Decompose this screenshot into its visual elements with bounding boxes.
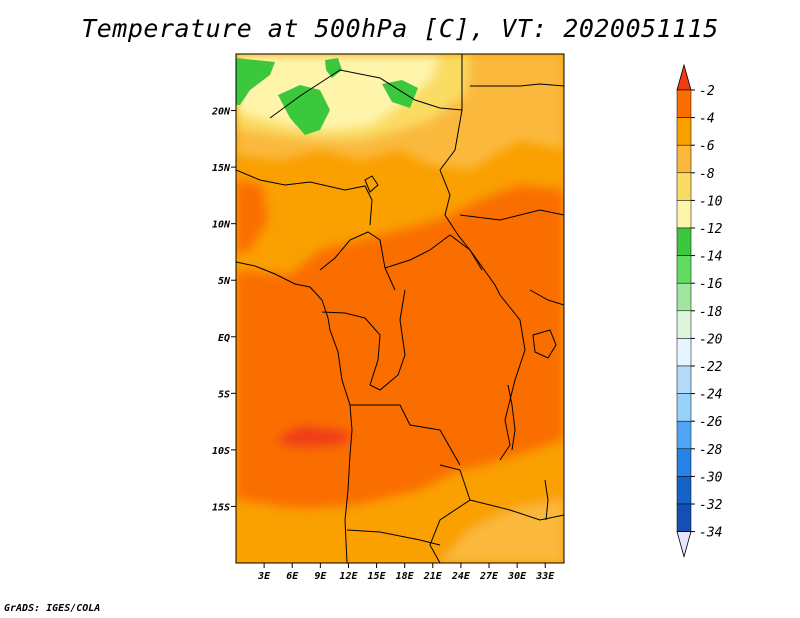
colorbar-segment	[676, 448, 692, 477]
colorbar-label: -22	[699, 360, 723, 375]
border-drc-angola	[350, 404, 461, 466]
lon-tick-label: 3E	[257, 571, 271, 582]
colorbar-segment	[676, 282, 692, 312]
colorbar-segment	[676, 365, 692, 394]
colorbar-segment	[676, 503, 692, 532]
colorbar-segment	[676, 200, 692, 229]
band-8-south	[440, 500, 564, 563]
map-title: Temperature at 500hPa [C], VT: 202005111…	[81, 14, 719, 43]
colorbar-label: -34	[699, 526, 722, 541]
colorbar-segment	[676, 227, 692, 256]
colorbar-segment	[676, 255, 692, 284]
colorbar-label: -20	[699, 332, 723, 347]
lon-tick-label: 27E	[479, 571, 499, 582]
lat-tick-label: 15N	[212, 163, 231, 174]
colorbar-segment	[676, 338, 692, 367]
colorbar-segment	[676, 310, 692, 339]
colorbar-segment	[676, 393, 692, 422]
lake-chad	[364, 175, 379, 193]
green-patch-west	[236, 58, 275, 105]
green-patch-north	[325, 58, 342, 78]
country-borders	[236, 54, 564, 563]
border-zambia-south	[469, 499, 564, 521]
colorbar-segment	[676, 117, 692, 146]
lon-tick-label: 21E	[423, 571, 443, 582]
lon-tick-label: 18E	[396, 571, 415, 582]
colorbar-label: -4	[699, 112, 715, 127]
border-car	[384, 234, 501, 296]
colorbar-label: -8	[699, 167, 715, 182]
colorbar-label: -24	[699, 388, 722, 403]
colorbar-bottom-arrow	[676, 531, 692, 559]
border-ethiopia	[470, 83, 564, 87]
border-namibia	[346, 529, 441, 546]
band-4-to-2-west	[236, 180, 268, 255]
colorbar-label: -2	[699, 84, 715, 99]
colorbar-segment	[676, 172, 692, 201]
colorbar-label: -14	[699, 250, 722, 265]
longitude-axis: 3E 6E 9E 12E 15E 18E 21E 24E 27E 30E 33E	[257, 563, 555, 582]
colorbar-label: -28	[699, 443, 723, 458]
lon-tick-label: 24E	[451, 571, 471, 582]
colorbar-label: -26	[699, 415, 723, 430]
lake-victoria	[532, 329, 557, 359]
border-libya-chad	[439, 109, 463, 171]
lon-tick-label: 30E	[507, 571, 527, 582]
colorbar-segment	[676, 144, 692, 174]
lat-tick-label: 10N	[212, 220, 231, 231]
green-patch-east	[382, 80, 418, 108]
lake-malawi	[544, 479, 549, 521]
border-east-africa	[529, 289, 564, 306]
border-drc-west	[369, 289, 406, 391]
grads-credit: GrADS: IGES/COLA	[4, 603, 101, 614]
lat-tick-label: 20N	[211, 107, 231, 118]
lat-tick-label: 10S	[212, 446, 230, 457]
coastline	[236, 261, 353, 563]
lon-tick-label: 6E	[286, 571, 299, 582]
lon-tick-label: 33E	[535, 571, 555, 582]
colorbar-label: -30	[699, 470, 723, 485]
colorbar-label: -6	[699, 139, 715, 154]
lake-tanganyika	[507, 384, 516, 451]
border-algeria-niger-mali	[269, 54, 463, 119]
colorbar: -2 -4 -6 -8 -10 -12 -14 -16 -18 -20 -22 -24 -26 -28 -3…	[676, 63, 723, 559]
border-sahel-south	[236, 169, 373, 226]
lat-tick-label: 5S	[218, 389, 230, 400]
lon-tick-label: 12E	[339, 571, 358, 582]
lon-tick-label: 15E	[368, 571, 387, 582]
colorbar-segment	[676, 89, 692, 118]
colorbar-label: -12	[699, 222, 723, 237]
colorbar-segment	[676, 476, 692, 505]
lat-tick-label: EQ	[218, 333, 230, 344]
band-2-core	[276, 425, 352, 448]
colorbar-top-arrow	[676, 63, 692, 91]
colorbar-label: -18	[699, 305, 723, 320]
latitude-axis: 20N 15N 10N 5N EQ 5S 10S 15S	[211, 107, 236, 513]
green-patch-central	[278, 85, 330, 135]
plot-frame	[235, 53, 565, 564]
lon-tick-label: 9E	[314, 571, 327, 582]
colorbar-label: -16	[699, 277, 723, 292]
temperature-field	[236, 54, 564, 563]
colorbar-segment	[676, 420, 692, 450]
border-congo	[321, 311, 381, 386]
border-sudan-ssudan	[459, 209, 564, 221]
colorbar-label: -10	[699, 194, 723, 209]
lat-tick-label: 5N	[218, 276, 231, 287]
green-patches	[236, 58, 418, 135]
border-angola-zambia	[429, 464, 471, 563]
colorbar-label: -32	[699, 498, 723, 513]
border-drc-east	[499, 294, 526, 461]
lat-tick-label: 15S	[212, 502, 230, 513]
